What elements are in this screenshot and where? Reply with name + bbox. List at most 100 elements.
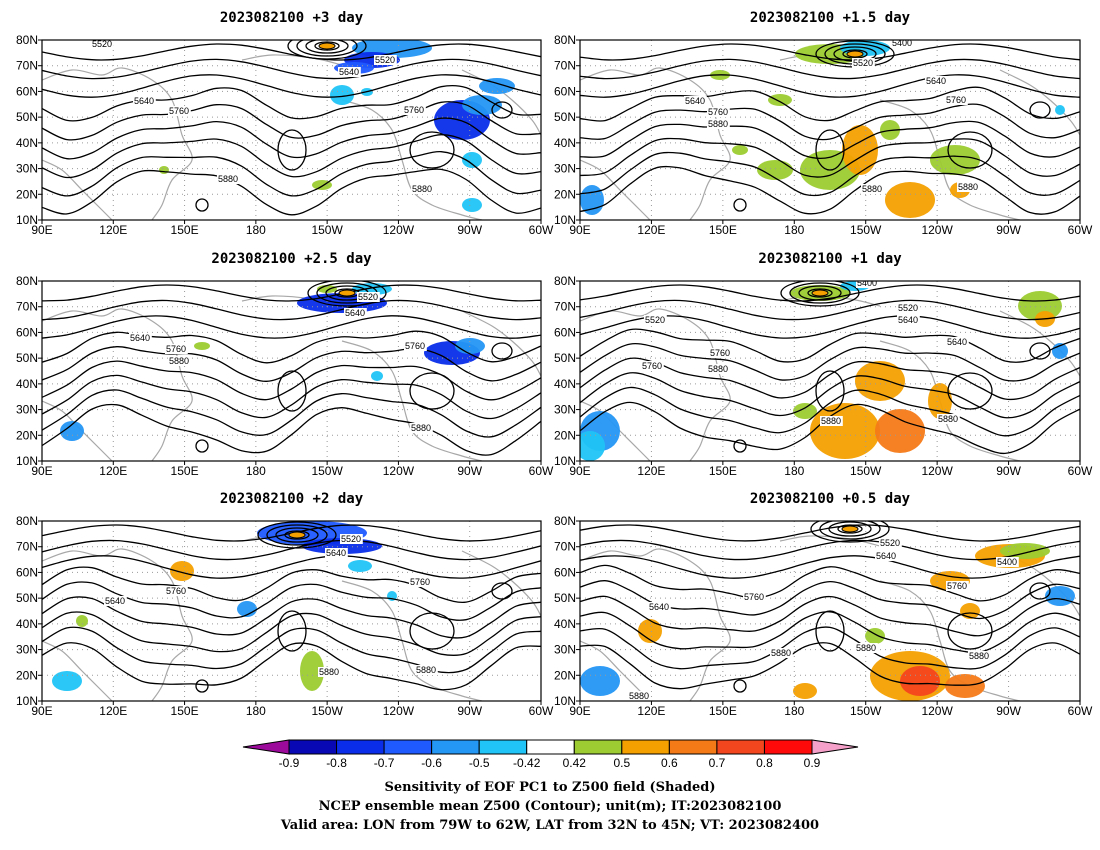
contour-label: 5520 — [92, 39, 112, 49]
coastline — [42, 548, 193, 701]
coastline — [461, 550, 541, 617]
panel-frame — [579, 520, 1081, 702]
sensitivity-shading — [768, 94, 792, 106]
sensitivity-shading — [371, 371, 383, 381]
contour-label: 5760 — [642, 361, 662, 371]
lon-tick-label: 150E — [171, 223, 199, 237]
z500-contour — [837, 524, 863, 534]
contour-label: 5760 — [708, 107, 728, 117]
lat-tick-label: 50N — [554, 351, 576, 365]
colorbar-label: 0.42 — [563, 756, 587, 770]
sensitivity-shading — [194, 342, 210, 350]
contour-label: 5880 — [771, 648, 791, 658]
contour-label: 5760 — [710, 348, 730, 358]
coastline — [580, 548, 731, 701]
coastline — [461, 310, 541, 377]
z500-contour — [733, 439, 747, 453]
z500-contour — [580, 564, 1080, 602]
lat-tick-label: 30N — [554, 643, 576, 657]
lon-tick-label: 90W — [996, 464, 1021, 478]
lat-tick-label: 80N — [16, 33, 38, 47]
z500-contour — [580, 103, 1080, 141]
colorbar-label: -0.5 — [469, 756, 490, 770]
lon-tick-label: 150W — [311, 704, 343, 718]
sensitivity-shading — [170, 561, 194, 581]
lat-tick-label: 10N — [554, 454, 576, 468]
sensitivity-shading — [638, 619, 662, 643]
sensitivity-shading — [732, 145, 748, 155]
z500-contour — [580, 58, 1080, 80]
z500-contour — [580, 43, 1080, 61]
lon-tick-label: 90W — [457, 464, 482, 478]
lat-tick-label: 50N — [16, 351, 38, 365]
colorbar-swatch — [431, 739, 480, 755]
lat-tick-label: 70N — [554, 300, 576, 314]
coastline — [42, 308, 193, 461]
lon-tick-label: 120E — [99, 464, 127, 478]
lon-tick-label: 150E — [709, 464, 737, 478]
contour-label: 5880 — [969, 651, 989, 661]
contour-label: 5400 — [892, 38, 912, 48]
z500-contour — [195, 198, 209, 212]
lon-tick-label: 60W — [1068, 464, 1093, 478]
lon-tick-label: 180 — [246, 464, 266, 478]
contour-label: 5640 — [685, 96, 705, 106]
z500-contour — [42, 611, 541, 657]
z500-contour — [277, 370, 307, 412]
z500-contour — [42, 117, 541, 160]
z500-contour — [195, 679, 209, 693]
lon-tick-label: 150W — [850, 464, 882, 478]
z500-contour — [409, 131, 455, 169]
z500-contour — [277, 610, 307, 652]
z500-contour — [580, 343, 1080, 382]
panel-title: 2023082100 +2.5 day — [211, 251, 372, 267]
z500-contour — [275, 527, 319, 543]
z500-contour — [580, 626, 1080, 670]
z500-contour — [580, 524, 1080, 542]
panel-frame — [579, 39, 1081, 221]
z500-contour — [580, 595, 1080, 637]
sensitivity-shading — [330, 85, 354, 105]
contour-label: 5880 — [708, 119, 728, 129]
sensitivity-shading — [76, 615, 88, 627]
lat-tick-label: 60N — [16, 325, 38, 339]
lat-tick-label: 80N — [16, 514, 38, 528]
lon-tick-label: 120W — [383, 704, 415, 718]
map-panel: 5520 5520 5640 5640 5760 5760 5880 5880 20230821… — [16, 10, 554, 237]
sensitivity-shading — [855, 361, 905, 401]
contour-label: 5880 — [862, 184, 882, 194]
lon-tick-label: 180 — [246, 223, 266, 237]
contour-label: 5760 — [404, 105, 424, 115]
lon-tick-label: 90E — [31, 223, 52, 237]
sensitivity-shading — [885, 182, 935, 218]
z500-contour — [807, 288, 833, 298]
z500-contour — [277, 129, 307, 171]
z500-contour — [42, 330, 541, 364]
colorbar-label: 0.9 — [804, 756, 821, 770]
z500-contour — [780, 281, 860, 307]
z500-contour — [789, 282, 851, 304]
caption-line-1: Sensitivity of EOF PC1 to Z500 field (Sh… — [384, 780, 715, 795]
lon-tick-label: 120W — [921, 704, 953, 718]
contour-label: 5400 — [857, 278, 877, 288]
lat-tick-label: 10N — [16, 213, 38, 227]
z500-contour — [42, 43, 541, 61]
colorbar-label: 0.7 — [709, 756, 726, 770]
lon-tick-label: 60W — [529, 464, 554, 478]
colorbar-swatch — [478, 739, 528, 755]
colorbar-low-extension — [242, 739, 290, 755]
panel-frame — [579, 280, 1081, 462]
lat-tick-label: 40N — [16, 617, 38, 631]
sensitivity-shading — [757, 160, 793, 180]
lon-tick-label: 150E — [709, 704, 737, 718]
colorbar-swatch — [621, 739, 670, 755]
z500-contour — [733, 198, 747, 212]
sensitivity-shading — [1055, 105, 1065, 115]
lon-tick-label: 150E — [709, 223, 737, 237]
z500-contour — [284, 530, 310, 540]
z500-contour — [491, 342, 513, 360]
lat-tick-label: 70N — [16, 540, 38, 554]
lon-tick-label: 120E — [637, 704, 665, 718]
lat-tick-label: 80N — [16, 274, 38, 288]
